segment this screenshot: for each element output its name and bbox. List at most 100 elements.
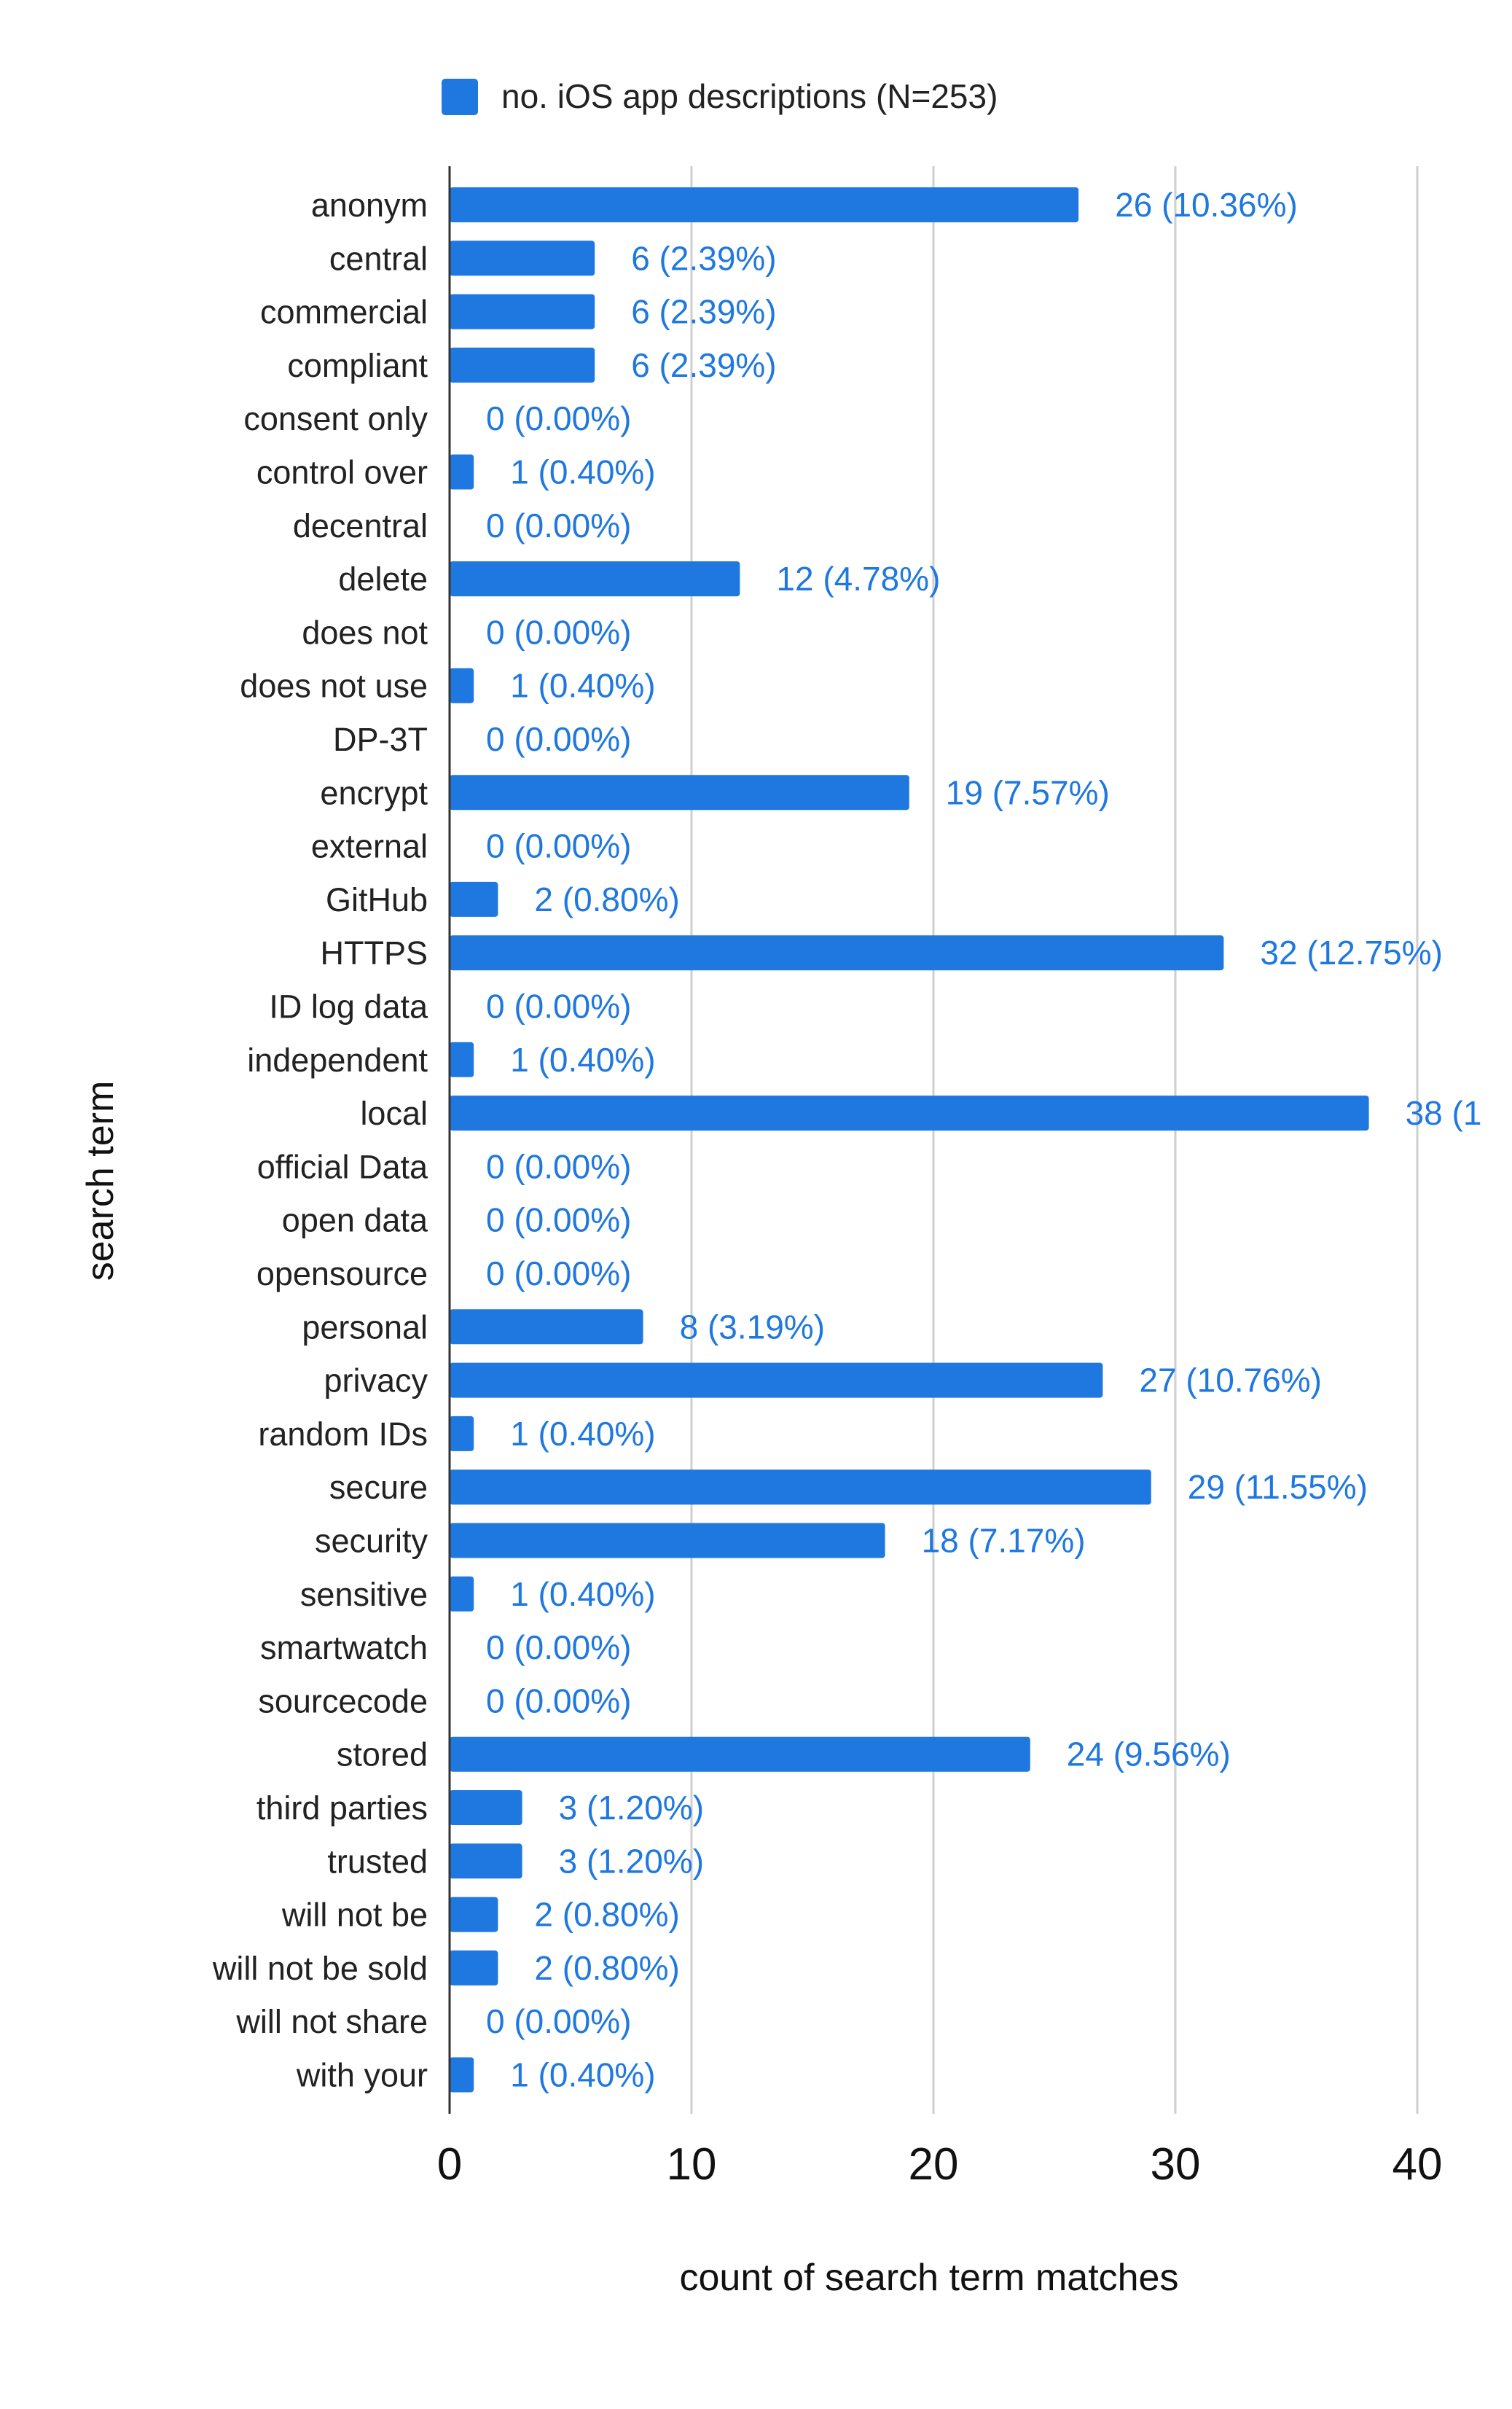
data-label: 0 (0.00%) — [486, 720, 631, 758]
category-label: sensitive — [300, 1576, 428, 1613]
data-label: 0 (0.00%) — [486, 1628, 631, 1666]
data-label: 0 (0.00%) — [486, 827, 631, 865]
data-label: 0 (0.00%) — [486, 1254, 631, 1292]
data-label: 0 (0.00%) — [486, 399, 631, 437]
data-label: 6 (2.39%) — [631, 293, 776, 331]
x-axis-tick-labels: 0 10 20 30 40 — [437, 2139, 1443, 2190]
data-label: 6 (2.39%) — [631, 239, 776, 277]
bar-3 — [450, 347, 595, 383]
data-label: 24 (9.56%) — [1067, 1736, 1231, 1773]
category-labels: anonym central commercial compliant consent … — [212, 187, 428, 2094]
category-label: open data — [282, 1202, 428, 1239]
category-label: ID log data — [269, 988, 428, 1026]
x-tick-label: 40 — [1392, 2139, 1443, 2190]
bar-31 — [450, 1843, 522, 1879]
category-label: third parties — [256, 1789, 428, 1827]
category-label: commercial — [260, 294, 428, 331]
bar-16 — [450, 1042, 474, 1077]
category-label: does not use — [240, 668, 428, 705]
data-label: 0 (0.00%) — [486, 1147, 631, 1185]
data-label: 19 (7.57%) — [946, 773, 1110, 811]
category-label: trusted — [327, 1843, 428, 1880]
category-label: smartwatch — [260, 1629, 428, 1666]
bar-17 — [450, 1096, 1369, 1131]
category-label: compliant — [287, 347, 428, 384]
data-label: 18 (7.17%) — [922, 1522, 1086, 1560]
bar-25 — [450, 1523, 885, 1558]
category-label: delete — [338, 561, 428, 598]
data-label: 0 (0.00%) — [486, 1682, 631, 1719]
data-labels: 26 (10.36%)6 (2.39%)6 (2.39%)6 (2.39%)0 … — [486, 186, 1481, 2094]
bar-26 — [450, 1576, 474, 1612]
bar-22 — [450, 1362, 1103, 1398]
data-label: 2 (0.80%) — [534, 1896, 679, 1934]
bar-5 — [450, 454, 474, 490]
x-tick-label: 0 — [437, 2139, 462, 2190]
data-label: 3 (1.20%) — [559, 1842, 704, 1880]
bar-13 — [450, 881, 498, 917]
data-label: 0 (0.00%) — [486, 988, 631, 1026]
data-label: 29 (11.55%) — [1188, 1468, 1368, 1506]
category-label: personal — [302, 1308, 428, 1346]
data-label: 1 (0.40%) — [510, 1415, 655, 1453]
data-label: 1 (0.40%) — [510, 2056, 655, 2094]
legend-swatch — [442, 79, 478, 115]
category-label: HTTPS — [320, 934, 428, 972]
category-label: external — [311, 828, 428, 865]
x-tick-label: 30 — [1151, 2139, 1201, 2190]
category-label: with your — [296, 2057, 428, 2094]
bars — [450, 187, 1369, 2093]
data-label: 6 (2.39%) — [631, 346, 776, 384]
bar-33 — [450, 1950, 498, 1986]
category-label: independent — [247, 1042, 428, 1079]
bar-2 — [450, 294, 595, 329]
category-label: central — [329, 240, 428, 277]
gridlines — [690, 166, 1419, 2114]
x-tick-label: 20 — [909, 2139, 959, 2190]
data-label: 8 (3.19%) — [680, 1308, 825, 1346]
bar-7 — [450, 561, 740, 597]
data-label: 0 (0.00%) — [486, 1201, 631, 1239]
data-label: 0 (0.00%) — [486, 2002, 631, 2040]
data-label: 27 (10.76%) — [1139, 1362, 1322, 1399]
data-label: 2 (0.80%) — [534, 1949, 679, 1987]
x-axis-title: count of search term matches — [680, 2257, 1179, 2299]
legend-label: no. iOS app descriptions (N=253) — [501, 77, 998, 115]
bar-23 — [450, 1416, 474, 1451]
category-label: secure — [329, 1469, 428, 1506]
bar-24 — [450, 1469, 1151, 1505]
data-label: 1 (0.40%) — [510, 667, 655, 705]
bar-21 — [450, 1309, 643, 1345]
category-label: security — [315, 1523, 428, 1560]
category-label: consent only — [243, 400, 428, 437]
category-label: local — [360, 1095, 428, 1132]
data-label: 38 (1 — [1406, 1094, 1482, 1132]
data-label: 12 (4.78%) — [776, 560, 940, 598]
bar-32 — [450, 1897, 498, 1932]
category-label: DP-3T — [333, 721, 428, 758]
category-label: decentral — [293, 507, 428, 544]
category-label: sourcecode — [258, 1682, 428, 1719]
data-label: 2 (0.80%) — [534, 881, 679, 918]
data-label: 1 (0.40%) — [510, 1041, 655, 1079]
data-label: 32 (12.75%) — [1260, 934, 1443, 972]
category-label: will not be — [281, 1897, 428, 1934]
legend: no. iOS app descriptions (N=253) — [442, 77, 998, 115]
category-label: will not be sold — [212, 1950, 428, 1987]
data-label: 26 (10.36%) — [1115, 186, 1298, 224]
x-tick-label: 10 — [667, 2139, 717, 2190]
data-label: 0 (0.00%) — [486, 613, 631, 651]
y-axis-title: search term — [79, 1081, 122, 1281]
category-label: official Data — [257, 1148, 428, 1185]
bar-30 — [450, 1790, 522, 1825]
data-label: 1 (0.40%) — [510, 453, 655, 491]
category-label: stored — [337, 1736, 428, 1773]
data-label: 3 (1.20%) — [559, 1789, 704, 1827]
category-label: GitHub — [326, 881, 428, 918]
category-label: random IDs — [258, 1416, 428, 1453]
bar-35 — [450, 2057, 474, 2093]
data-label: 0 (0.00%) — [486, 507, 631, 544]
bar-0 — [450, 187, 1079, 222]
